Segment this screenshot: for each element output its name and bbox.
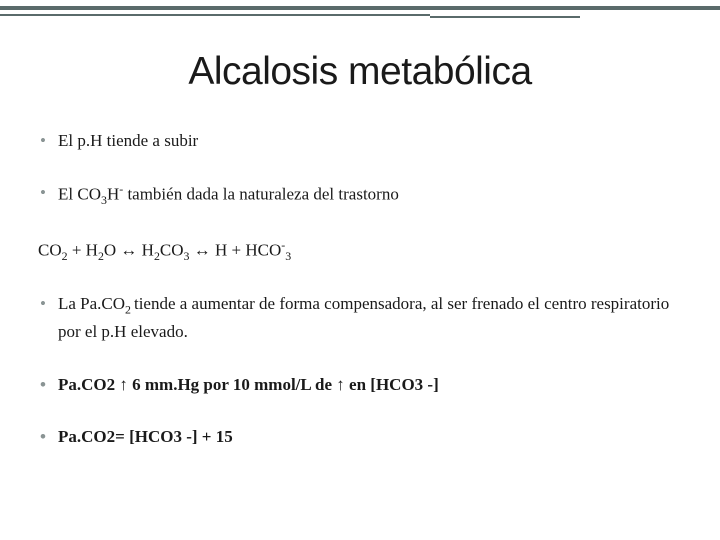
eq-part: + H — [68, 241, 98, 260]
bullet-5: Pa.CO2= [HCO3 -] + 15 — [38, 424, 682, 450]
bullet-3: La Pa.CO2 tiende a aumentar de forma com… — [38, 291, 682, 345]
bullet-2-text-a: El CO — [58, 185, 101, 204]
bullet-2-text-c: también dada la naturaleza del trastorno — [123, 185, 399, 204]
bullet-1: El p.H tiende a subir — [38, 128, 682, 154]
eq-part: CO — [38, 241, 62, 260]
bullet-4: Pa.CO2 ↑ 6 mm.Hg por 10 mmol/L de ↑ en [… — [38, 372, 682, 398]
bullet-3-text-b: tiende a aumentar de forma compensadora,… — [58, 294, 669, 341]
bullet-3-sub: 2 — [125, 303, 134, 317]
eq-part: O ↔ H — [104, 241, 154, 260]
eq-part: CO — [160, 241, 184, 260]
equation-line: CO2 + H2O ↔ H2CO3 ↔ H + HCO-3 — [38, 236, 682, 266]
slide-content: El p.H tiende a subir El CO3H- también d… — [0, 128, 720, 450]
bullet-2-text-b: H — [107, 185, 119, 204]
bullet-2: El CO3H- también dada la naturaleza del … — [38, 180, 682, 210]
bullet-3-text-a: La Pa.CO — [58, 294, 125, 313]
header-rule — [0, 0, 720, 28]
eq-part: ↔ H + HCO — [190, 241, 282, 260]
slide-title: Alcalosis metabólica — [0, 50, 720, 94]
eq-sub: 3 — [285, 249, 291, 263]
